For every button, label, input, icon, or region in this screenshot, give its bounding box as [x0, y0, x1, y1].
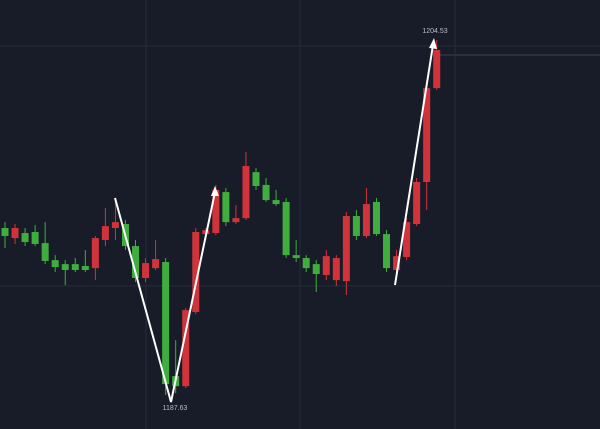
low-label: 1187.63 [163, 405, 188, 412]
candle-body [142, 263, 150, 278]
trend-arrow [114, 191, 216, 403]
candle-body [423, 88, 431, 182]
candle-body [342, 216, 350, 282]
candle-body [312, 264, 320, 275]
candle-body [393, 256, 401, 271]
trend-arrow [394, 44, 434, 286]
candle-body [192, 231, 200, 313]
candle-body [182, 310, 190, 387]
candle-body [21, 233, 29, 243]
candle-body [232, 218, 240, 223]
candle-body [383, 234, 391, 269]
candle-body [41, 243, 49, 261]
candle-body [81, 266, 89, 271]
candle-body [252, 172, 260, 186]
candle-body [282, 201, 290, 256]
candle-body [292, 255, 300, 259]
arrow-head [429, 38, 437, 49]
candle-body [362, 204, 370, 236]
candle-body [212, 189, 220, 234]
candle-body [242, 166, 250, 219]
candle-body [101, 226, 109, 240]
candle-body [433, 50, 441, 89]
candle-body [152, 259, 160, 269]
trend-arrows [114, 38, 437, 403]
candle-body [11, 228, 19, 239]
candle-body [1, 228, 9, 236]
candle-body [322, 256, 330, 276]
candle-body [403, 222, 411, 257]
candle-body [111, 222, 119, 229]
candle-body [91, 238, 99, 269]
candle-body [372, 201, 380, 235]
arrow-head [211, 186, 219, 196]
candle-body [332, 258, 340, 281]
candle-body [262, 184, 270, 201]
candle-body [61, 264, 69, 271]
candle-body [31, 231, 39, 244]
candle-body [413, 182, 421, 225]
candle-body [302, 258, 310, 269]
high-label: 1204.53 [422, 28, 447, 35]
candle-body [272, 200, 280, 205]
candle-body [71, 264, 79, 271]
candle-body [132, 246, 140, 278]
candle-body [162, 262, 170, 385]
candle-body [51, 260, 59, 268]
candle-body [222, 192, 230, 223]
candle-body [352, 216, 360, 236]
